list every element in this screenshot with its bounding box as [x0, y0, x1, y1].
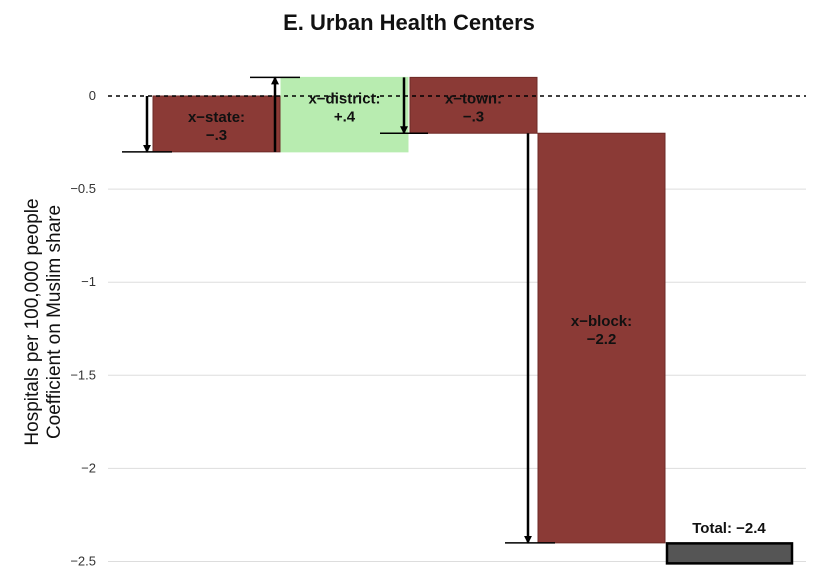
waterfall-bar — [537, 132, 666, 544]
bar-value-label: x−state: — [188, 109, 245, 126]
y-tick-label: 0 — [89, 88, 96, 103]
total-bar — [665, 542, 794, 565]
bar-labels: x−state:−.3x−district:+.4x−town:−.3x−blo… — [188, 90, 766, 537]
total-label: Total: −2.4 — [692, 520, 766, 537]
waterfall-bar — [152, 95, 281, 153]
y-axis-label-line-2: Coefficient on Muslim share — [44, 205, 65, 439]
y-axis-label-line-1: Hospitals per 100,000 people — [22, 198, 43, 445]
y-tick-label: −1.5 — [70, 367, 96, 382]
y-axis-ticks: 0 −0.5 −1 −1.5 −2 −2.5 — [70, 88, 96, 569]
bars — [152, 76, 794, 565]
y-tick-label: −2.5 — [70, 554, 96, 569]
y-tick-label: −0.5 — [70, 181, 96, 196]
y-tick-label: −1 — [81, 274, 96, 289]
bar-value-label: x−block: — [571, 313, 632, 330]
waterfall-bar — [280, 76, 409, 153]
waterfall-bar — [409, 76, 538, 134]
gridlines — [108, 188, 806, 562]
bar-value-label: −.3 — [463, 108, 484, 125]
chart-title: E. Urban Health Centers — [283, 10, 535, 35]
bar-value-label: x−district: — [308, 90, 380, 107]
bar-value-label: x−town: — [445, 90, 502, 107]
y-axis-label: Hospitals per 100,000 people Coefficient… — [22, 198, 65, 445]
bar-value-label: +.4 — [334, 108, 356, 125]
y-tick-label: −2 — [81, 460, 96, 475]
step-arrows — [122, 76, 555, 544]
bar-value-label: −2.2 — [587, 331, 617, 348]
bar-value-label: −.3 — [206, 127, 227, 144]
